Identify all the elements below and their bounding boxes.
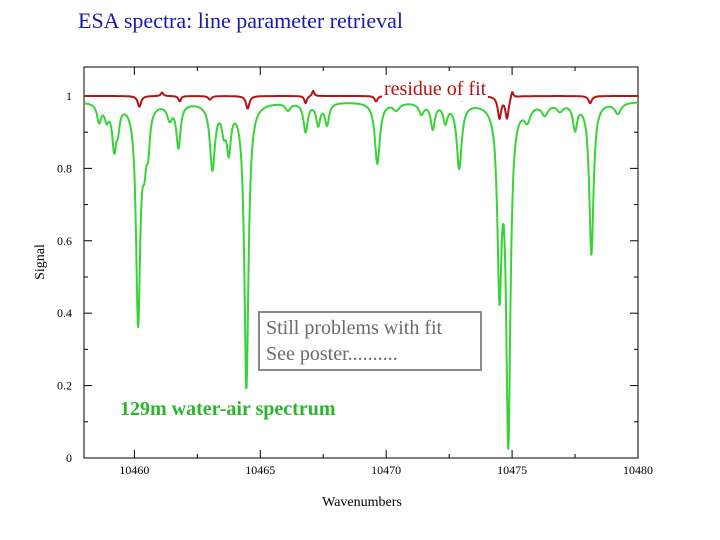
- residue-annotation: residue of fit: [382, 78, 489, 101]
- y-axis-label: Signal: [33, 244, 48, 280]
- note-line-2: See poster..........: [266, 343, 398, 365]
- x-tick-label: 10460: [119, 463, 149, 477]
- x-tick-label: 10475: [497, 463, 527, 477]
- residue-line: [83, 89, 639, 120]
- axis-ticks: 10460 10465 10470 10475 10480 0 0.2 0.4 0.6 0.8 1: [57, 67, 653, 477]
- note-box: Still problems with fit See poster......…: [258, 311, 482, 371]
- y-tick-label: 0: [66, 451, 72, 465]
- x-tick-label: 10480: [623, 463, 653, 477]
- y-tick-label: 0.4: [57, 306, 72, 320]
- y-tick-label: 0.6: [57, 234, 72, 248]
- x-tick-label: 10470: [371, 463, 401, 477]
- plot-frame: [83, 66, 639, 459]
- y-tick-label: 0.2: [57, 379, 72, 393]
- series-layer: [83, 89, 639, 450]
- slide-title: ESA spectra: line parameter retrieval: [78, 8, 403, 33]
- x-axis-label: Wavenumbers: [322, 495, 402, 510]
- x-tick-label: 10465: [245, 463, 275, 477]
- spectrum-annotation: 129m water-air spectrum: [120, 398, 336, 420]
- y-tick-label: 1: [66, 89, 72, 103]
- plot-border: [83, 66, 639, 459]
- y-tick-label: 0.8: [57, 161, 72, 175]
- note-line-1: Still problems with fit: [266, 317, 443, 339]
- spectrum-line: [83, 101, 639, 450]
